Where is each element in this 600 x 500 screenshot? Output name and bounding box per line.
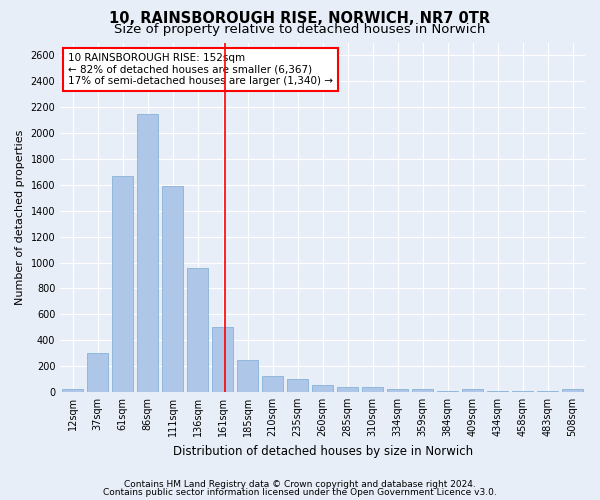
Bar [412, 388, 433, 392]
Bar [62, 388, 83, 392]
Bar [162, 186, 183, 392]
Text: Contains public sector information licensed under the Open Government Licence v3: Contains public sector information licen… [103, 488, 497, 497]
Bar [187, 268, 208, 392]
Bar [237, 360, 258, 392]
Bar [462, 390, 483, 392]
Bar [362, 387, 383, 392]
Bar [87, 353, 108, 392]
Text: Size of property relative to detached houses in Norwich: Size of property relative to detached ho… [115, 23, 485, 36]
Bar [137, 114, 158, 392]
Bar [112, 176, 133, 392]
Bar [387, 390, 408, 392]
Text: Contains HM Land Registry data © Crown copyright and database right 2024.: Contains HM Land Registry data © Crown c… [124, 480, 476, 489]
Bar [312, 386, 333, 392]
Bar [437, 390, 458, 392]
Text: 10, RAINSBOROUGH RISE, NORWICH, NR7 0TR: 10, RAINSBOROUGH RISE, NORWICH, NR7 0TR [109, 11, 491, 26]
Text: 10 RAINSBOROUGH RISE: 152sqm
← 82% of detached houses are smaller (6,367)
17% of: 10 RAINSBOROUGH RISE: 152sqm ← 82% of de… [68, 53, 333, 86]
Bar [337, 388, 358, 392]
X-axis label: Distribution of detached houses by size in Norwich: Distribution of detached houses by size … [173, 444, 473, 458]
Bar [212, 327, 233, 392]
Bar [562, 388, 583, 392]
Y-axis label: Number of detached properties: Number of detached properties [15, 130, 25, 305]
Bar [262, 376, 283, 392]
Bar [287, 379, 308, 392]
